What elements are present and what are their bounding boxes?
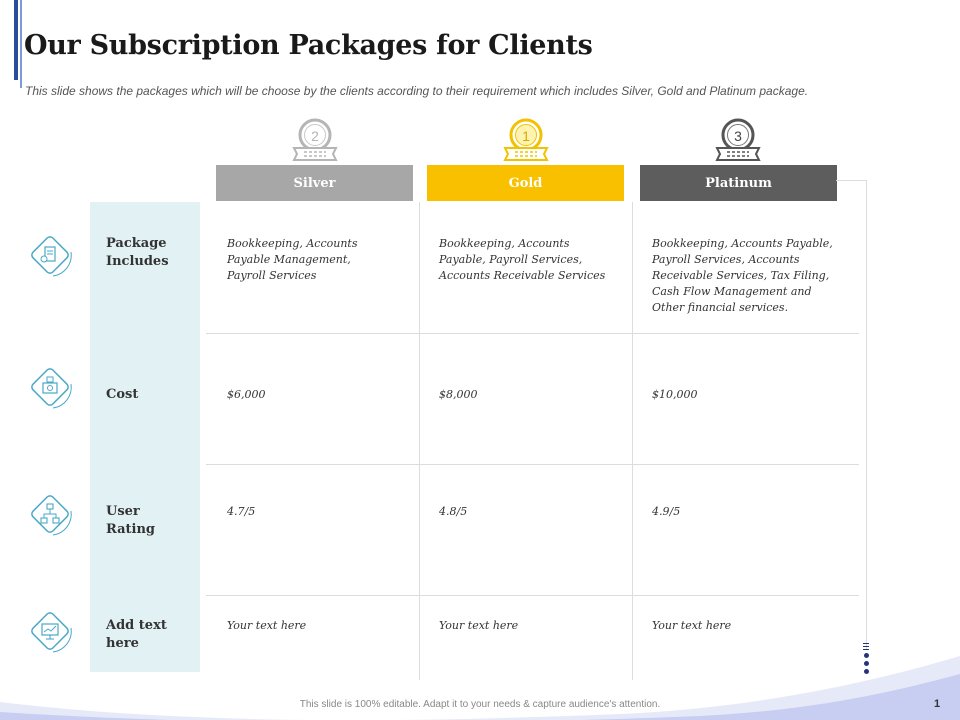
medal-rank: 2 [311, 128, 319, 144]
page-title: Our Subscription Packages for Clients [24, 30, 593, 61]
medal-rank: 1 [522, 128, 530, 144]
decorative-dots-icon [861, 643, 871, 679]
cell-line: Payroll Services [227, 269, 317, 282]
cell-platinum-cost: $10,000 [652, 388, 698, 401]
row-divider [206, 464, 859, 465]
header-silver: Silver [216, 165, 413, 201]
cell-silver-text: Your text here [227, 619, 307, 632]
row-label-line: Add text [106, 618, 167, 633]
column-divider [632, 202, 633, 680]
row-divider [206, 333, 859, 334]
row-label-line: Package [106, 236, 167, 251]
medal-rank: 3 [734, 128, 742, 144]
cell-gold-rating: 4.8/5 [439, 505, 468, 518]
row-label-line: here [106, 636, 139, 651]
footer-note: This slide is 100% editable. Adapt it to… [299, 699, 661, 710]
cell-line: Bookkeeping, Accounts Payable, [652, 237, 833, 250]
cell-line: Other financial services. [652, 301, 789, 314]
cell-gold-includes: Bookkeeping, Accounts Payable, Payroll S… [439, 236, 634, 284]
medal-3-icon: 3 [715, 118, 761, 161]
row-divider [206, 595, 859, 596]
page-subtitle: This slide shows the packages which will… [25, 84, 809, 98]
medal-2-icon: 2 [292, 118, 338, 161]
row-label-line: Rating [106, 522, 156, 537]
row-label-line: Includes [106, 254, 169, 269]
row-label-cost: Cost [106, 386, 198, 404]
cell-gold-cost: $8,000 [439, 388, 478, 401]
medal-1-icon: 1 [503, 118, 549, 161]
row-label-user-rating: User Rating [106, 503, 198, 539]
row-label-line: Cost [106, 387, 139, 402]
cell-line: Payable, Payroll Services, [439, 253, 583, 266]
cell-gold-text: Your text here [439, 619, 519, 632]
cell-line: Receivable Services, Tax Filing, [652, 269, 830, 282]
row-label-line: User [106, 504, 140, 519]
cell-silver-rating: 4.7/5 [227, 505, 256, 518]
header-gold: Gold [427, 165, 624, 201]
cell-platinum-text: Your text here [652, 619, 732, 632]
cell-line: Accounts Receivable Services [439, 269, 606, 282]
cell-line: Payroll Services, Accounts [652, 253, 800, 266]
accent-bar [14, 0, 18, 80]
money-icon [31, 368, 72, 409]
network-icon [31, 495, 72, 536]
header-platinum: Platinum [640, 165, 837, 201]
table-frame [836, 180, 866, 181]
cell-line: Bookkeeping, Accounts [439, 237, 570, 250]
cell-platinum-includes: Bookkeeping, Accounts Payable, Payroll S… [652, 236, 857, 316]
bottom-wave-decoration [0, 656, 960, 720]
row-label-panel [90, 202, 200, 672]
cell-silver-includes: Bookkeeping, Accounts Payable Management… [227, 236, 422, 284]
document-icon [31, 236, 72, 277]
presentation-icon [31, 612, 72, 653]
cell-silver-cost: $6,000 [227, 388, 266, 401]
accent-bar-secondary [20, 0, 22, 88]
cell-line: Bookkeeping, Accounts [227, 237, 358, 250]
page-number: 1 [934, 698, 941, 710]
table-frame [866, 180, 867, 650]
cell-line: Payable Management, [227, 253, 351, 266]
row-label-add-text: Add text here [106, 617, 198, 653]
row-label-package-includes: Package Includes [106, 235, 198, 271]
column-divider [419, 202, 420, 680]
cell-line: Cash Flow Management and [652, 285, 812, 298]
cell-platinum-rating: 4.9/5 [652, 505, 681, 518]
